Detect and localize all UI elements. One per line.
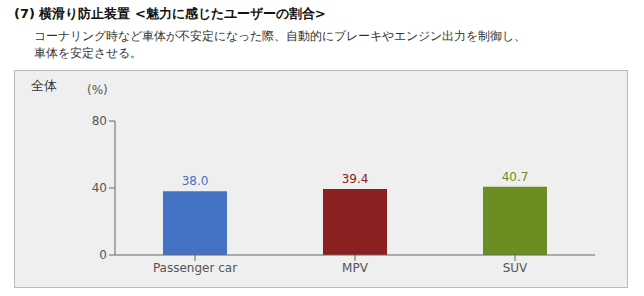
html-text:コーナリング時など車体が不安定になった際、自動的にブレーキや: コーナリング時など車体が不安定になった際、自動的にブレーキやエンジン出力を制御し… bbox=[34, 29, 526, 43]
svg-text:40: 40 bbox=[92, 181, 107, 195]
svg-text:40.7: 40.7 bbox=[502, 170, 529, 184]
svg-text:SUV: SUV bbox=[503, 261, 528, 275]
html-text:全体: 全体 bbox=[31, 78, 57, 93]
svg-text:Passenger car: Passenger car bbox=[153, 261, 237, 275]
html-text:車体を安定させる。: 車体を安定させる。 bbox=[34, 46, 142, 60]
svg-text:MPV: MPV bbox=[342, 261, 369, 275]
svg-text:80: 80 bbox=[92, 114, 107, 128]
svg-text:38.0: 38.0 bbox=[182, 174, 209, 188]
svg-text:39.4: 39.4 bbox=[342, 172, 369, 186]
html-text:(7) 横滑り防止装置 <魅力に感じたユーザーの割合>: (7) 横滑り防止装置 <魅力に感じたユーザーの割合> bbox=[14, 6, 326, 21]
svg-text:0: 0 bbox=[99, 248, 107, 262]
